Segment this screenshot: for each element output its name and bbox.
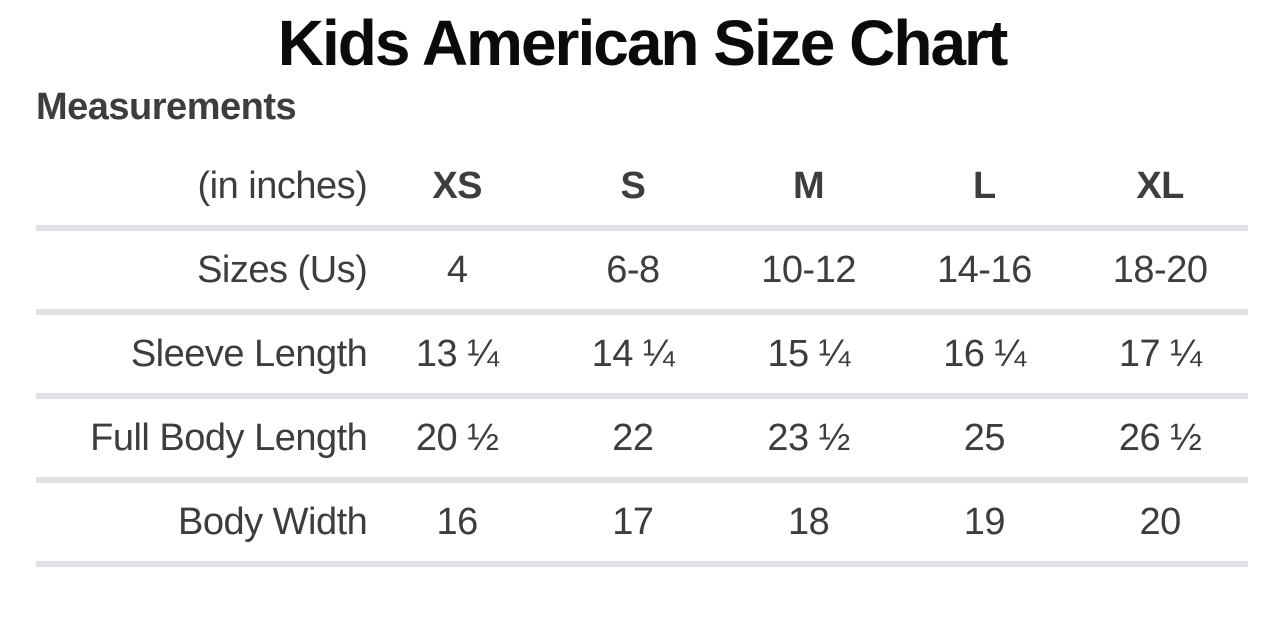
size-value: 26 ½: [1072, 393, 1248, 480]
unit-corner-label: (in inches): [197, 165, 368, 207]
row-label: Full Body Length: [36, 393, 370, 480]
column-header-s: S: [620, 165, 646, 207]
column-header-m: M: [793, 165, 825, 207]
size-value: 23 ½: [720, 393, 897, 480]
column-header-xl: XL: [1136, 165, 1184, 207]
size-value: 14 ¼: [545, 309, 721, 396]
size-value: 16: [369, 477, 546, 567]
row-label: Sizes (Us): [36, 225, 370, 312]
size-value: 18: [720, 477, 897, 567]
row-label: Sleeve Length: [36, 309, 370, 396]
size-value: 17: [545, 477, 721, 567]
table-row-body-width: Body Width 16 17 18 19 20: [36, 477, 1248, 567]
size-value: 14-16: [896, 225, 1073, 312]
size-value: 6-8: [545, 225, 721, 312]
size-value: 25: [896, 393, 1073, 480]
size-value: 4: [369, 225, 546, 312]
size-value: 22: [545, 393, 721, 480]
size-value: 16 ¼: [896, 309, 1073, 396]
header-row: (in inches) XS S M L XL: [36, 148, 1248, 228]
row-label: Body Width: [36, 477, 370, 567]
size-value: 15 ¼: [720, 309, 897, 396]
column-header-l: L: [973, 165, 996, 207]
size-value: 18-20: [1072, 225, 1248, 312]
table-row-sleeve-length: Sleeve Length 13 ¼ 14 ¼ 15 ¼ 16 ¼ 17 ¼: [36, 309, 1248, 396]
size-value: 20 ½: [369, 393, 546, 480]
table-row-full-body-length: Full Body Length 20 ½ 22 23 ½ 25 26 ½: [36, 393, 1248, 480]
size-value: 19: [896, 477, 1073, 567]
size-value: 17 ¼: [1072, 309, 1248, 396]
size-chart-table: (in inches) XS S M L XL Sizes (Us) 4 6-8…: [36, 148, 1248, 567]
size-value: 20: [1072, 477, 1248, 567]
size-value: 13 ¼: [369, 309, 546, 396]
column-header-xs: XS: [432, 165, 483, 207]
measurements-heading: Measurements: [36, 86, 297, 128]
page-title: Kids American Size Chart: [277, 7, 1009, 79]
table-row-sizes-us: Sizes (Us) 4 6-8 10-12 14-16 18-20: [36, 225, 1248, 312]
size-value: 10-12: [720, 225, 897, 312]
